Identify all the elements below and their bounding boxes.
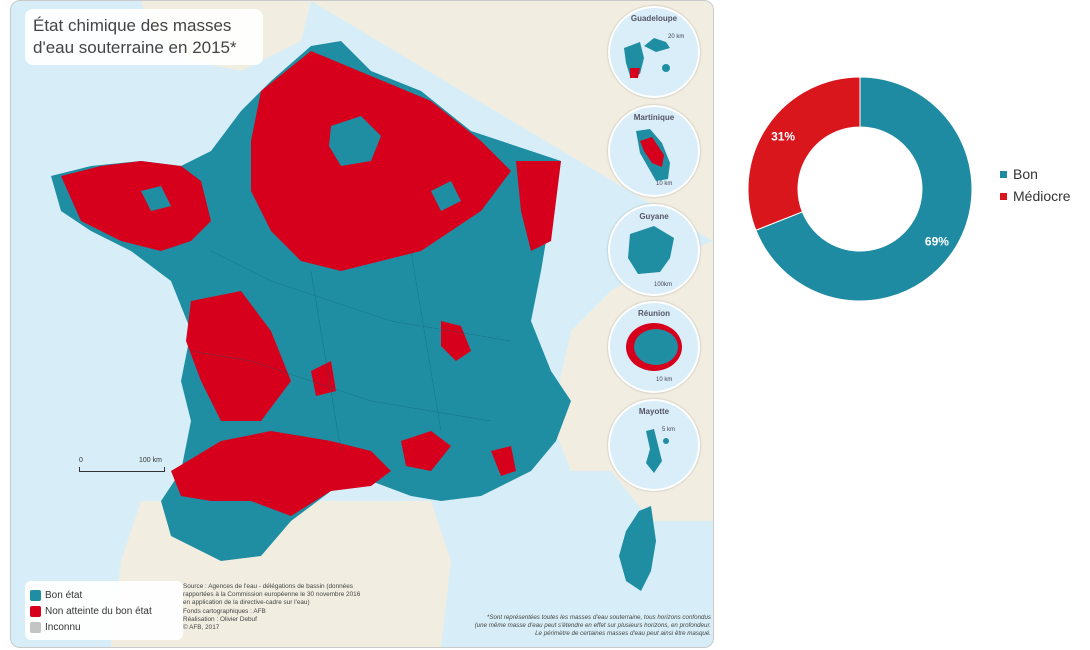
donut-chart-svg: 69% 31%	[747, 76, 973, 302]
chart-legend-swatch	[1000, 192, 1007, 200]
corsica-bon	[619, 506, 656, 591]
donut-slice-mediocre	[747, 76, 861, 231]
france-map	[51, 1, 713, 647]
scale-100-label: 100 km	[139, 457, 162, 464]
guadeloupe-shape	[624, 38, 670, 78]
mayotte-shape	[646, 429, 669, 473]
source-line: © AFB, 2017	[183, 624, 220, 632]
map-title-line2: d'eau souterraine en 2015*	[33, 38, 237, 57]
legend-item-bon: Bon état	[30, 588, 178, 602]
source-line: Réalisation : Olivier Debuf	[183, 615, 257, 623]
martinique-shape	[636, 129, 670, 181]
bon-holes	[141, 116, 461, 211]
map-footnote: *Sont représentées toutes les masses d'e…	[411, 614, 711, 638]
inset-mayotte: Mayotte 5 km	[608, 399, 700, 491]
inset-label: Martinique	[633, 113, 675, 122]
basin-lines	[190, 250, 512, 452]
inset-label: Guadeloupe	[630, 14, 678, 23]
inset-label: Mayotte	[638, 407, 670, 416]
legend-item-inconnu: Inconnu	[30, 620, 178, 634]
mediocre-zones	[61, 51, 561, 516]
scale-zero-label: 0	[79, 457, 83, 464]
donut-chart: 69% 31%	[745, 74, 975, 304]
map-title-line1: État chimique des masses	[33, 16, 232, 35]
inset-reunion: Réunion 10 km	[608, 301, 700, 393]
inset-martinique: Martinique 10 km	[608, 105, 700, 197]
source-line: rapportées à la Commission européenne le…	[183, 591, 361, 599]
chart-legend: Bon Médiocre	[1000, 163, 1071, 207]
inset-scale: 10 km	[656, 181, 673, 187]
source-line: Fonds cartographiques : AFB	[183, 607, 266, 615]
legend-label: Inconnu	[45, 621, 81, 633]
scale-bar-line	[79, 467, 165, 472]
inset-scale: 100km	[654, 282, 673, 288]
legend-swatch	[30, 589, 41, 601]
reunion-shape	[626, 323, 682, 371]
legend-item-non-atteinte: Non atteinte du bon état	[30, 604, 178, 618]
footnote-line: (une même masse d'eau peut s'étendre en …	[474, 622, 711, 629]
chart-legend-item-bon: Bon	[1000, 163, 1071, 185]
chart-legend-swatch	[1000, 170, 1007, 178]
legend-label: Non atteinte du bon état	[45, 605, 152, 617]
donut-slice-bon	[755, 76, 973, 302]
legend-swatch	[30, 621, 41, 633]
inset-guyane: Guyane 100km	[608, 204, 700, 296]
guyane-shape	[628, 226, 674, 274]
inset-label: Guyane	[639, 212, 669, 221]
chart-legend-label: Médiocre	[1013, 188, 1071, 204]
source-credits: Source : Agences de l'eau - délégations …	[183, 583, 423, 632]
donut-data-label: 69%	[925, 234, 949, 248]
inset-scale: 10 km	[656, 377, 673, 383]
map-legend: Bon état Non atteinte du bon état Inconn…	[25, 581, 183, 640]
source-line: en application de la directive-cadre sur…	[183, 599, 310, 607]
footnote-line: Le périmètre de certaines masses d'eau p…	[535, 630, 711, 637]
legend-label: Bon état	[45, 589, 83, 601]
inset-scale: 20 km	[668, 34, 685, 40]
map-panel: État chimique des masses d'eau souterrai…	[10, 0, 714, 648]
chart-legend-item-mediocre: Médiocre	[1000, 185, 1071, 207]
donut-data-label: 31%	[771, 130, 795, 144]
chart-legend-label: Bon	[1013, 166, 1038, 182]
legend-swatch	[30, 605, 41, 617]
inset-scale: 5 km	[662, 427, 676, 433]
inset-label: Réunion	[638, 309, 670, 318]
map-title-box: État chimique des masses d'eau souterrai…	[25, 9, 263, 65]
footnote-line: *Sont représentées toutes les masses d'e…	[486, 614, 711, 621]
inset-guadeloupe: Guadeloupe 20 km	[608, 6, 700, 98]
source-line: Source : Agences de l'eau - délégations …	[183, 583, 353, 590]
